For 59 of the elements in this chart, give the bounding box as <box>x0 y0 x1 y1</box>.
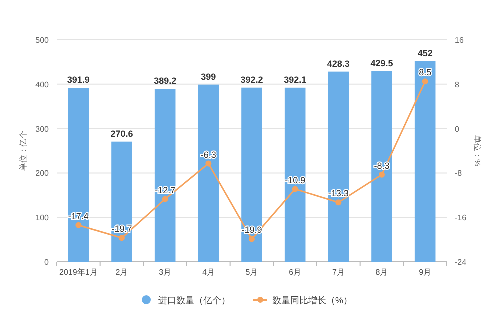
bar <box>372 71 392 262</box>
bar <box>154 89 176 262</box>
data-label: 428.3 <box>327 58 350 69</box>
y2-axis-title: 单位：% <box>473 135 482 167</box>
y-tick-label: 200 <box>36 169 50 178</box>
data-label: 392.2 <box>240 74 264 85</box>
y2-tick-label: 16 <box>455 36 464 45</box>
x-tick-label: 4月 <box>202 268 215 277</box>
x-tick-label: 9月 <box>419 268 432 277</box>
bar <box>328 72 350 262</box>
y2-tick-label: -24 <box>455 258 468 267</box>
bar <box>242 88 262 262</box>
data-label: -10.9 <box>285 175 306 186</box>
data-label: 8.5 <box>419 68 432 78</box>
y2-tick-label: -16 <box>455 214 468 223</box>
y2-tick-label: -8 <box>455 169 463 178</box>
x-tick-label: 2月 <box>116 268 128 277</box>
x-tick-label: 5月 <box>246 268 258 277</box>
legend-label: 进口数量（亿个） <box>158 296 230 306</box>
x-tick-label: 7月 <box>332 268 345 277</box>
point <box>379 172 385 178</box>
bar <box>284 88 306 262</box>
x-tick-label: 6月 <box>289 268 302 277</box>
x-tick-label: 2019年1月 <box>60 268 98 277</box>
data-label: -17.4 <box>68 211 89 222</box>
point <box>292 186 298 192</box>
data-label: 270.6 <box>110 128 134 139</box>
legend-label: 数量同比增长（%） <box>272 296 353 306</box>
y-tick-label: 500 <box>36 36 50 45</box>
point <box>119 235 125 242</box>
data-label: 391.9 <box>67 74 90 85</box>
y2-tick-label: 8 <box>455 80 460 90</box>
data-label: 452 <box>418 48 433 58</box>
data-label: 429.5 <box>370 58 394 68</box>
point <box>422 78 428 85</box>
data-label: 392.1 <box>284 74 307 85</box>
point <box>206 160 212 167</box>
x-tick-label: 3月 <box>159 268 172 277</box>
x-tick-label: 8月 <box>376 268 388 277</box>
y-tick-label: 400 <box>36 80 50 90</box>
y-tick-label: 0 <box>44 258 50 267</box>
point <box>162 196 168 202</box>
data-label: -19.7 <box>112 224 132 234</box>
bar <box>198 84 220 262</box>
point <box>336 200 342 206</box>
data-label: -13.3 <box>328 188 349 199</box>
y2-tick-label: 0 <box>455 124 460 134</box>
bar <box>68 88 90 262</box>
bar <box>414 61 436 262</box>
y-tick-label: 100 <box>36 214 50 223</box>
point <box>76 222 82 228</box>
data-label: 389.2 <box>154 76 177 86</box>
y-axis-title: 单位：亿个 <box>19 131 28 171</box>
data-label: -12.7 <box>155 185 176 196</box>
data-label: -6.3 <box>200 150 216 160</box>
point <box>249 236 255 242</box>
bar <box>112 142 132 262</box>
data-label: 399 <box>201 72 216 82</box>
y-tick-label: 300 <box>36 124 50 134</box>
